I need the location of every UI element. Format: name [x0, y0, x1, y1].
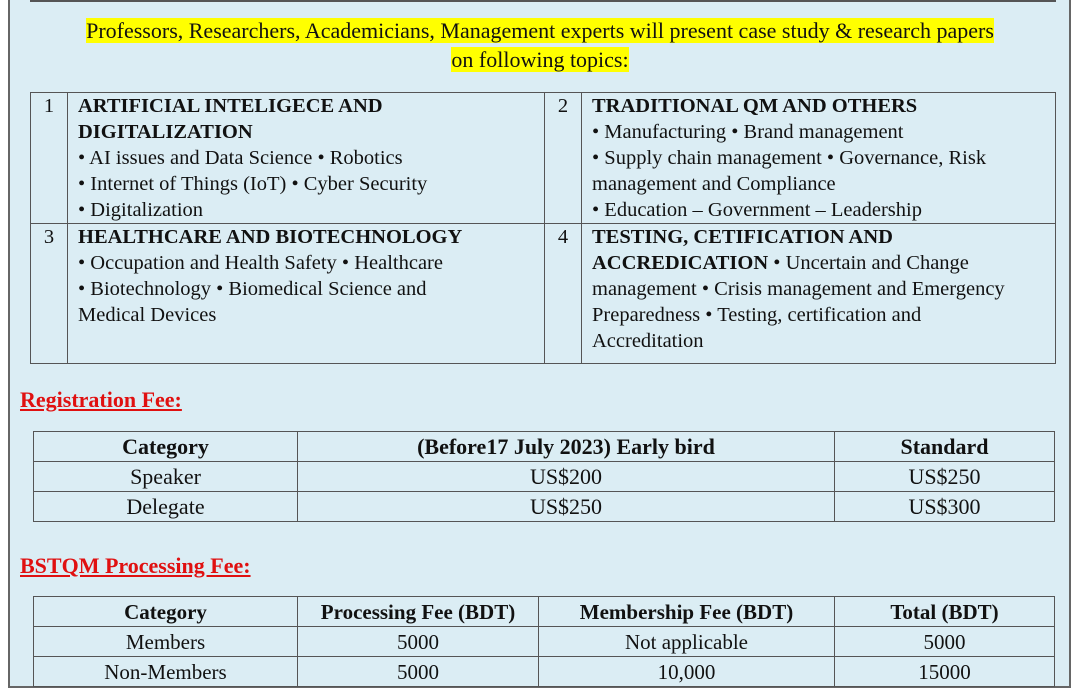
topic-line: • Biotechnology • Biomedical Science and	[78, 278, 427, 300]
topic-number: 3	[30, 223, 68, 364]
table-cell: US$250	[297, 491, 835, 522]
table-cell: 5000	[834, 626, 1055, 657]
previous-table-divider	[537, 0, 539, 2]
topic-line: Medical Devices	[78, 304, 217, 326]
registration-fee-table: Category (Before17 July 2023) Early bird…	[33, 431, 1055, 522]
table-cell: Not applicable	[538, 626, 835, 657]
topics-row: 3 HEALTHCARE AND BIOTECHNOLOGY • Occupat…	[30, 223, 1056, 364]
header-cell: Category	[33, 596, 298, 627]
intro-line-2: on following topics:	[451, 47, 629, 72]
topic-line: management and Compliance	[592, 173, 836, 195]
processing-fee-table: Category Processing Fee (BDT) Membership…	[33, 596, 1055, 687]
header-cell: (Before17 July 2023) Early bird	[297, 431, 835, 462]
topic-number: 2	[544, 92, 582, 224]
topic-line: • Supply chain management • Governance, …	[592, 147, 987, 169]
table-row: Speaker US$200 US$250	[33, 461, 1055, 492]
topic-line: • Manufacturing • Brand management	[592, 121, 904, 143]
topic-line: • Internet of Things (IoT) • Cyber Secur…	[78, 173, 428, 195]
topic-line: Preparedness • Testing, certification an…	[592, 304, 922, 326]
table-cell: Delegate	[33, 491, 298, 522]
topic-number: 1	[30, 92, 68, 224]
intro-text: Professors, Researchers, Academicians, M…	[20, 16, 1060, 74]
topic-title: TESTING, CETIFICATION AND	[592, 226, 893, 248]
topic-line: Accreditation	[592, 330, 704, 352]
topic-line: management • Crisis management and Emerg…	[592, 278, 1005, 300]
header-cell: Membership Fee (BDT)	[538, 596, 835, 627]
topic-number: 4	[544, 223, 582, 364]
table-cell: US$200	[297, 461, 835, 492]
topic-cell: TESTING, CETIFICATION AND ACCREDICATION …	[581, 223, 1056, 364]
processing-fee-heading: BSTQM Processing Fee:	[20, 553, 251, 578]
header-cell: Total (BDT)	[834, 596, 1055, 627]
table-row: Non-Members 5000 10,000 15000	[33, 656, 1055, 687]
topics-table: 1 ARTIFICIAL INTELIGECE AND DIGITALIZATIO…	[30, 92, 1056, 364]
table-cell: Speaker	[33, 461, 298, 492]
topic-cell: ARTIFICIAL INTELIGECE AND DIGITALIZATION …	[67, 92, 545, 224]
topic-cell: HEALTHCARE AND BIOTECHNOLOGY • Occupatio…	[67, 223, 545, 364]
topic-line: • AI issues and Data Science • Robotics	[78, 147, 403, 169]
table-header-row: Category Processing Fee (BDT) Membership…	[33, 596, 1055, 627]
header-cell: Category	[33, 431, 298, 462]
table-cell: Non-Members	[33, 656, 298, 687]
table-cell: 5000	[297, 626, 539, 657]
table-header-row: Category (Before17 July 2023) Early bird…	[33, 431, 1055, 462]
topic-line: • Education – Government – Leadership	[592, 199, 922, 221]
topic-cell: TRADITIONAL QM AND OTHERS • Manufacturin…	[581, 92, 1056, 224]
topic-title: TRADITIONAL QM AND OTHERS	[592, 95, 918, 117]
header-cell: Standard	[834, 431, 1055, 462]
table-row: Members 5000 Not applicable 5000	[33, 626, 1055, 657]
table-cell: Members	[33, 626, 298, 657]
topic-line: • Digitalization	[78, 199, 204, 221]
intro-line-1: Professors, Researchers, Academicians, M…	[86, 18, 994, 43]
header-cell: Processing Fee (BDT)	[297, 596, 539, 627]
topic-line: • Occupation and Health Safety • Healthc…	[78, 252, 443, 274]
table-cell: 10,000	[538, 656, 835, 687]
table-cell: 5000	[297, 656, 539, 687]
topics-row: 1 ARTIFICIAL INTELIGECE AND DIGITALIZATIO…	[30, 92, 1056, 224]
table-cell: US$250	[834, 461, 1055, 492]
table-cell: 15000	[834, 656, 1055, 687]
table-cell: US$300	[834, 491, 1055, 522]
topic-title: HEALTHCARE AND BIOTECHNOLOGY	[78, 226, 463, 248]
topic-title: ARTIFICIAL INTELIGECE AND DIGITALIZATION	[78, 95, 383, 143]
previous-table-border	[30, 0, 1056, 2]
topic-title-line: ACCREDICATION • Uncertain and Change	[592, 252, 969, 274]
registration-fee-heading: Registration Fee:	[20, 387, 182, 412]
table-row: Delegate US$250 US$300	[33, 491, 1055, 522]
